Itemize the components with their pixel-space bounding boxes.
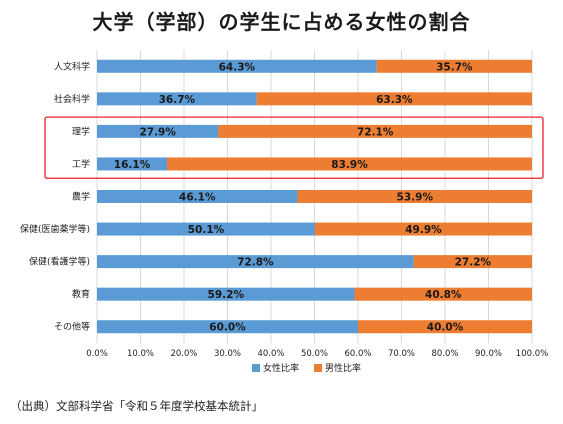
x-tick-label: 40.0% [257,349,284,359]
data-label: 53.9% [397,192,434,204]
legend: 女性比率 男性比率 [252,362,361,374]
legend-swatch-male [314,364,322,372]
data-label: 27.2% [455,257,492,269]
legend-swatch-female [252,364,260,372]
category-label: 人文科学 [54,60,90,72]
data-label: 40.8% [425,289,462,301]
male-bar [218,124,533,138]
x-tick-label: 20.0% [170,349,197,359]
data-label: 64.3% [219,61,256,73]
female-bar [97,222,315,236]
source-note: （出典）文部科学省「令和５年度学校基本統計」 [10,399,263,413]
female-bar [97,255,414,269]
data-label: 49.9% [405,224,442,236]
male-bar [413,255,532,269]
male-bar [314,222,532,236]
male-bar [376,59,532,73]
x-tick-label: 60.0% [344,349,371,359]
female-bar [97,190,298,203]
x-tick-label: 0.0% [86,349,108,359]
male-bar [358,320,532,334]
category-label: 保健(看護学等) [29,256,90,268]
highlight-box [44,116,544,179]
category-label: 社会科学 [54,93,90,105]
data-label: 72.1% [357,126,394,138]
data-label: 83.9% [331,159,368,171]
male-bar [354,287,532,301]
x-tick-label: 80.0% [431,349,458,359]
x-tick-label: 90.0% [475,349,502,359]
male-bar [256,92,532,106]
data-label: 50.1% [188,224,225,236]
data-label: 27.9% [139,126,176,138]
category-label: 教育 [72,288,90,300]
data-label: 72.8% [237,257,274,269]
x-tick-label: 10.0% [127,349,154,359]
male-bar [297,190,532,203]
x-tick-label: 50.0% [301,349,328,359]
legend-label: 男性比率 [325,362,361,374]
category-label: 農学 [72,191,90,203]
data-label: 40.0% [427,322,464,334]
data-label: 16.1% [114,159,151,171]
bars: 64.3% 35.7% 36.7% 63.3% 27.9% 72.1% 16.1% 83.9%… [97,59,533,334]
female-bar [97,320,358,334]
x-tick-label: 100.0% [516,349,548,359]
category-label: 理学 [72,125,90,137]
data-label: 36.7% [159,94,196,106]
female-bar [97,59,377,73]
female-bar [97,157,168,171]
highlight-rect [44,116,544,179]
female-bar [97,92,257,106]
category-label: 工学 [72,158,90,170]
female-bar [97,287,355,301]
legend-label: 女性比率 [263,362,299,374]
male-bar [167,157,532,171]
data-label: 63.3% [376,94,413,106]
data-label: 46.1% [179,192,216,204]
category-label: 保健(医歯薬学等) [20,223,90,235]
x-tick-label: 30.0% [214,349,241,359]
chart-title: 大学（学部）の学生に占める女性の割合 [92,10,471,34]
x-tick-label: 70.0% [388,349,415,359]
x-tick-labels: 0.0% 10.0% 20.0% 30.0% 40.0% 50.0% 60.0% 70.0% 8… [86,349,548,359]
category-label: その他等 [54,321,90,333]
data-label: 59.2% [208,289,245,301]
data-label: 60.0% [209,322,246,334]
female-bar [97,124,219,138]
data-label: 35.7% [436,61,473,73]
